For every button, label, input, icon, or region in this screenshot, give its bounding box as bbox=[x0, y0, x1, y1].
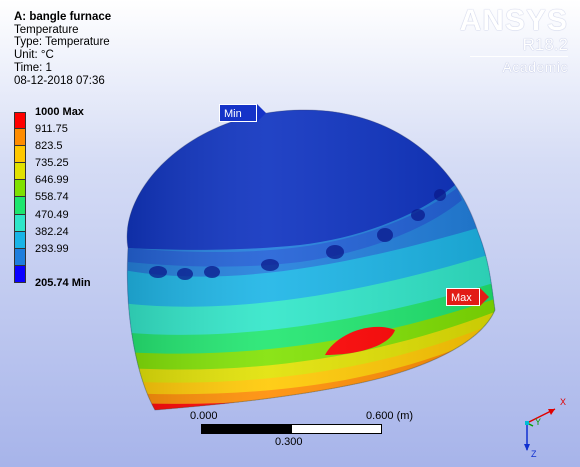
scale-start-label: 0.000 bbox=[190, 410, 218, 422]
triad-origin bbox=[525, 421, 529, 425]
min-probe-label[interactable]: Min bbox=[219, 104, 266, 122]
min-probe-pointer bbox=[257, 104, 266, 122]
legend-level-label: 911.75 bbox=[35, 123, 68, 136]
legend-level-label: 470.49 bbox=[35, 208, 69, 221]
legend-level-label: 823.5 bbox=[35, 140, 63, 153]
x-axis-label: X bbox=[560, 397, 566, 407]
ansys-version: R18.2 bbox=[522, 35, 568, 54]
max-probe-label[interactable]: Max bbox=[446, 288, 489, 306]
legend-level-label: 646.99 bbox=[35, 174, 69, 187]
ansys-logo: ANSYS R18.2 Academic bbox=[460, 6, 568, 75]
axis-triad[interactable]: X Y Z bbox=[505, 395, 575, 460]
legend-swatch bbox=[14, 265, 26, 283]
ansys-brand: ANSYS bbox=[459, 4, 568, 37]
ansys-edition: Academic bbox=[502, 59, 568, 75]
result-info-panel: A: bangle furnace Temperature Type: Temp… bbox=[14, 11, 111, 87]
y-axis-label: Y bbox=[535, 417, 541, 427]
legend-level-label: 558.74 bbox=[35, 191, 69, 204]
min-probe-text: Min bbox=[224, 108, 242, 120]
result-timestamp: 08-12-2018 07:36 bbox=[14, 74, 105, 87]
scale-bar bbox=[201, 424, 382, 434]
result-title: A: bangle furnace bbox=[14, 11, 112, 23]
legend-swatch bbox=[14, 129, 26, 147]
legend-level-label: 735.25 bbox=[35, 157, 69, 170]
legend-max-label: 1000 Max bbox=[35, 106, 84, 118]
z-axis-label: Z bbox=[531, 449, 537, 459]
legend-swatch bbox=[14, 248, 26, 266]
scale-ruler: 0.000 0.600 (m) 0.300 bbox=[190, 410, 413, 450]
legend-swatch bbox=[14, 163, 26, 181]
max-probe-pointer bbox=[480, 288, 489, 306]
max-probe-text: Max bbox=[451, 292, 472, 304]
legend-swatch bbox=[14, 146, 26, 164]
result-quantity: Temperature bbox=[14, 23, 79, 36]
logo-divider bbox=[470, 56, 568, 57]
legend-swatch bbox=[14, 112, 26, 130]
result-time: Time: 1 bbox=[14, 61, 52, 74]
result-unit: Unit: °C bbox=[14, 49, 54, 62]
legend-min-label: 205.74 Min bbox=[35, 276, 91, 289]
result-type: Type: Temperature bbox=[14, 36, 110, 49]
z-axis-arrow bbox=[524, 444, 530, 451]
legend-swatch bbox=[14, 180, 26, 198]
legend-swatch bbox=[14, 214, 26, 232]
legend-level-label: 293.99 bbox=[35, 242, 69, 255]
scale-end-label: 0.600 (m) bbox=[366, 410, 414, 422]
scale-mid-label: 0.300 bbox=[275, 436, 303, 448]
legend-swatch bbox=[14, 197, 26, 215]
x-axis-arrow bbox=[548, 409, 555, 415]
scale-bar-fill bbox=[202, 425, 292, 433]
legend-swatch bbox=[14, 231, 26, 249]
legend-level-label: 382.24 bbox=[35, 225, 69, 238]
